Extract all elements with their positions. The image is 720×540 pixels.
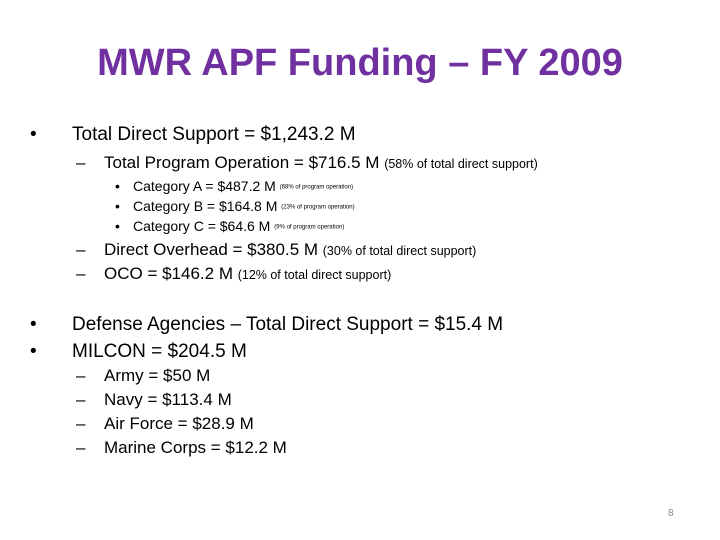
- bullet-defense-agencies: • Defense Agencies – Total Direct Suppor…: [30, 314, 503, 336]
- bullet-category-b: • Category B = $164.8 M (23% of program …: [115, 198, 355, 214]
- dash-marker: –: [76, 438, 86, 457]
- bullet-text: Category B = $164.8 M: [133, 198, 282, 214]
- bullet-text: Direct Overhead = $380.5 M: [104, 240, 323, 259]
- bullet-text: Category C = $64.6 M: [133, 218, 275, 234]
- bullet-note: (9% of program operation): [274, 224, 345, 231]
- bullet-text: Total Program Operation = $716.5 M: [104, 153, 385, 172]
- bullet-category-c: • Category C = $64.6 M (9% of program op…: [115, 218, 344, 234]
- bullet-text: Category A = $487.2 M: [133, 178, 280, 194]
- bullet-text: Marine Corps = $12.2 M: [104, 438, 287, 457]
- bullet-total-direct-support: • Total Direct Support = $1,243.2 M: [30, 124, 356, 146]
- bullet-note: (58% of total direct support): [384, 157, 538, 171]
- dash-marker: –: [76, 240, 86, 259]
- bullet-text: Defense Agencies – Total Direct Support …: [72, 314, 504, 335]
- bullet-marker: •: [30, 341, 37, 362]
- dash-marker: –: [76, 390, 86, 409]
- bullet-marker: •: [30, 314, 37, 335]
- bullet-marker: •: [115, 198, 120, 214]
- bullet-text: OCO = $146.2 M: [104, 264, 238, 283]
- bullet-note: (23% of program operation): [281, 204, 355, 211]
- bullet-oco: – OCO = $146.2 M (12% of total direct su…: [76, 264, 391, 284]
- dash-marker: –: [76, 414, 86, 433]
- bullet-marine-corps: – Marine Corps = $12.2 M: [76, 438, 287, 458]
- bullet-direct-overhead: – Direct Overhead = $380.5 M (30% of tot…: [76, 240, 476, 260]
- bullet-note: (68% of program operation): [279, 184, 354, 191]
- slide-title: MWR APF Funding – FY 2009: [97, 42, 623, 84]
- bullet-text: Army = $50 M: [104, 366, 211, 385]
- bullet-category-a: • Category A = $487.2 M (68% of program …: [115, 178, 353, 194]
- dash-marker: –: [76, 153, 86, 172]
- bullet-milcon: • MILCON = $204.5 M: [30, 341, 247, 363]
- bullet-marker: •: [115, 178, 120, 194]
- bullet-air-force: – Air Force = $28.9 M: [76, 414, 254, 434]
- bullet-note: (30% of total direct support): [322, 244, 477, 258]
- page-number: 8: [668, 508, 674, 519]
- bullet-army: – Army = $50 M: [76, 366, 210, 386]
- bullet-navy: – Navy = $113.4 M: [76, 390, 232, 410]
- dash-marker: –: [76, 264, 86, 283]
- bullet-text: Navy = $113.4 M: [104, 390, 232, 409]
- dash-marker: –: [76, 366, 86, 385]
- bullet-total-program-operation: – Total Program Operation = $716.5 M (58…: [76, 153, 538, 173]
- bullet-note: (12% of total direct support): [237, 268, 392, 282]
- bullet-marker: •: [30, 124, 37, 145]
- bullet-marker: •: [115, 218, 120, 234]
- bullet-text: MILCON = $204.5 M: [72, 341, 247, 362]
- bullet-text: Air Force = $28.9 M: [104, 414, 254, 433]
- bullet-text: Total Direct Support = $1,243.2 M: [72, 124, 356, 145]
